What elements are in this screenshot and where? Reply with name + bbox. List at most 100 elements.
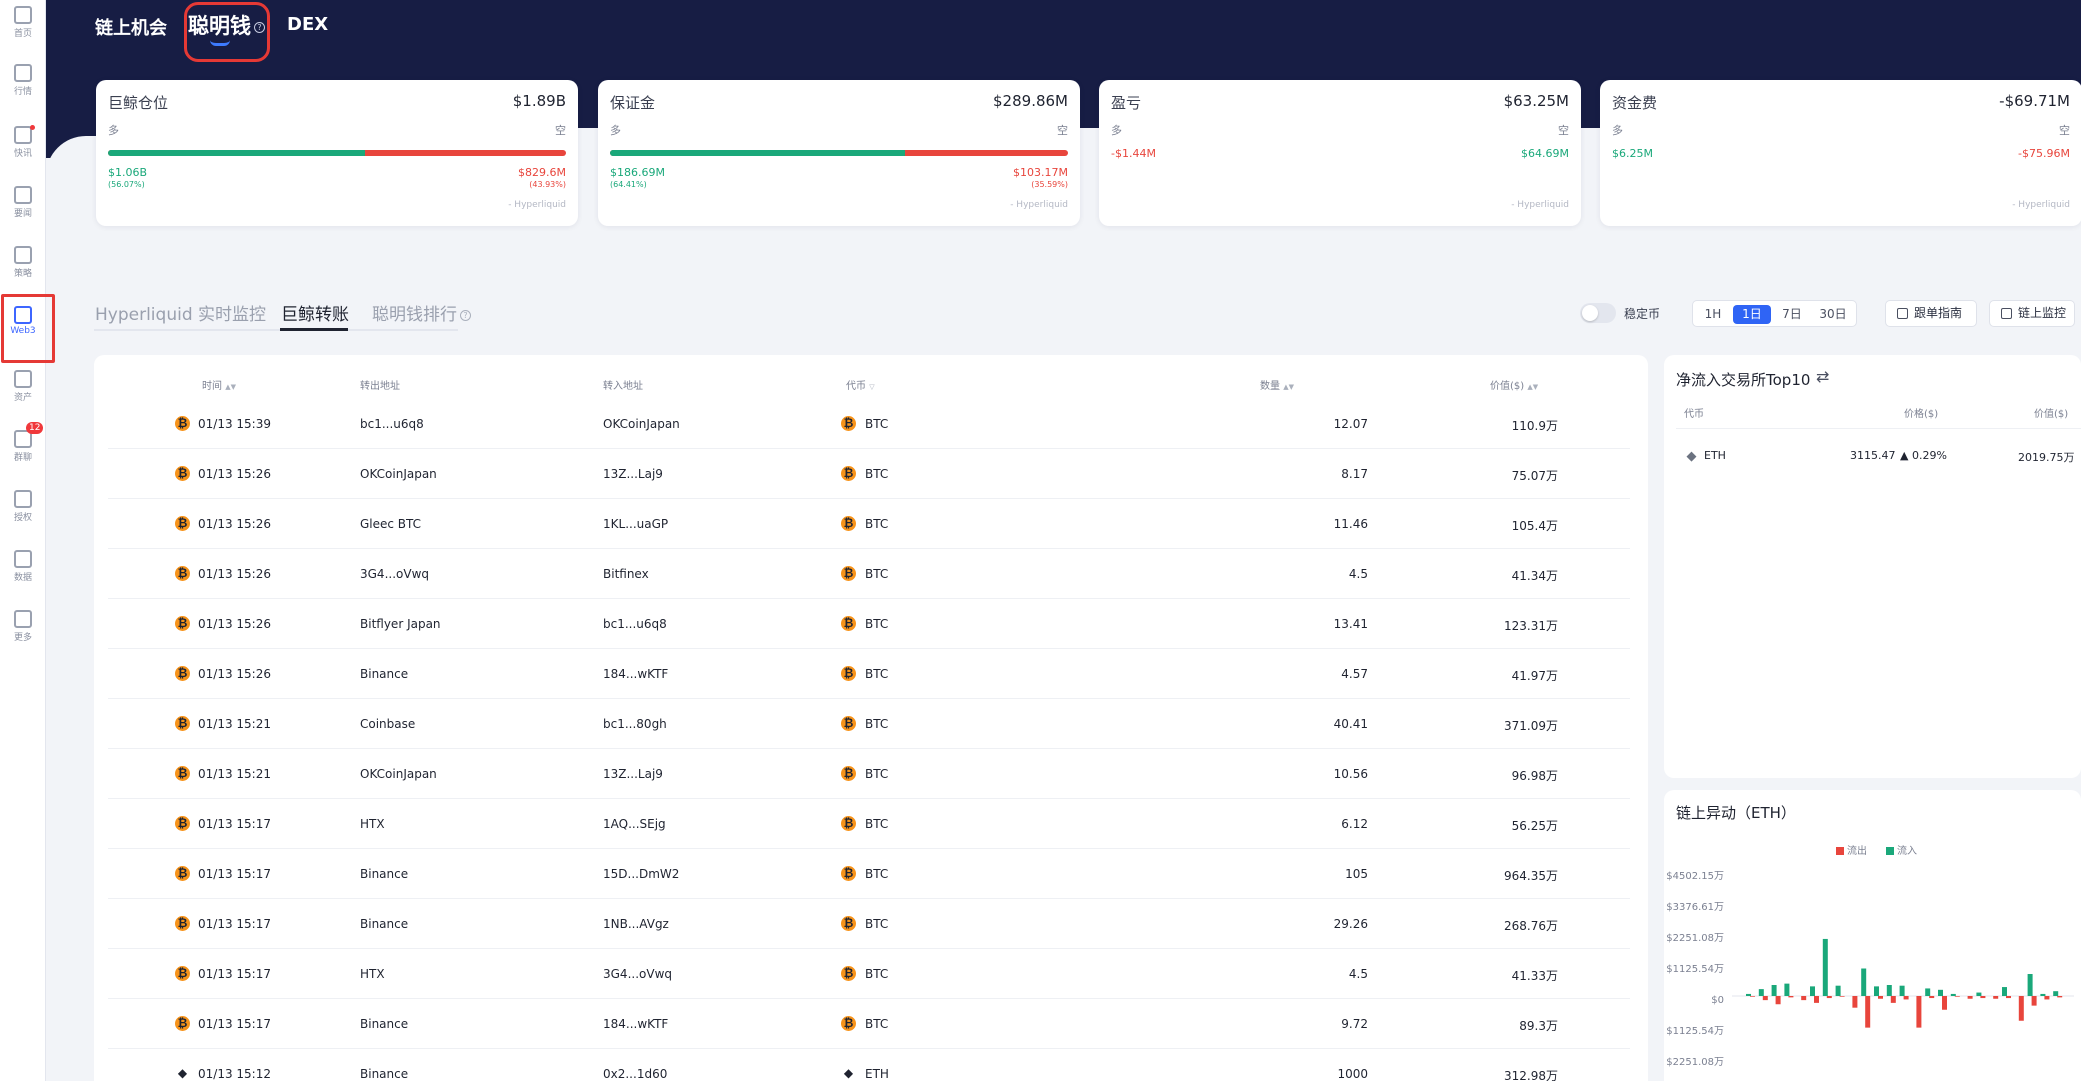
outflow-bar[interactable] xyxy=(1942,996,1947,1010)
inflow-bar[interactable] xyxy=(1758,989,1764,996)
period-7d[interactable]: 7日 xyxy=(1782,307,1802,321)
inflow-bar[interactable] xyxy=(1925,988,1931,996)
sidebar-item-6[interactable]: 资产 xyxy=(0,370,46,403)
inflow-bar[interactable] xyxy=(1771,985,1777,996)
subtab-smart-money-rank[interactable]: 聪明钱排行? xyxy=(372,300,471,325)
outflow-bar[interactable] xyxy=(1801,996,1807,1001)
table-row[interactable]: ₿ 01/13 15:26 3G4...oVwq Bitfinex ₿ BTC 4.5 41.… xyxy=(108,549,1630,599)
row-to-address[interactable]: 1AQ...SEjg xyxy=(603,817,666,831)
table-row[interactable]: ◆ 01/13 15:12 Binance 0x2...1d60 ◆ ETH 1000 312… xyxy=(108,1049,1630,1081)
outflow-bar[interactable] xyxy=(1954,996,1960,997)
help-icon[interactable]: ? xyxy=(460,309,471,321)
inflow-bar[interactable] xyxy=(1950,993,1956,996)
onchain-monitor-button[interactable]: 链上监控 xyxy=(1989,300,2075,327)
outflow-bar[interactable] xyxy=(1814,996,1819,1003)
follow-guide-button[interactable]: 跟单指南 xyxy=(1885,300,1977,327)
table-row[interactable]: ₿ 01/13 15:17 HTX 1AQ...SEjg ₿ BTC 6.12 56.25万 xyxy=(108,799,1630,849)
outflow-bar[interactable] xyxy=(2044,996,2050,1000)
row-from-address[interactable]: Binance xyxy=(360,867,409,881)
outflow-bar[interactable] xyxy=(2006,996,2011,999)
row-to-address[interactable]: 13Z...Laj9 xyxy=(603,767,663,781)
table-row[interactable]: ₿ 01/13 15:26 Bitflyer Japan bc1...u6q8 ₿ BTC… xyxy=(108,599,1630,649)
outflow-bar[interactable] xyxy=(1865,996,1871,1028)
table-row[interactable]: ₿ 01/13 15:21 Coinbase bc1...80gh ₿ BTC 40.41 3… xyxy=(108,699,1630,749)
outflow-bar[interactable] xyxy=(1903,996,1909,1000)
row-to-address[interactable]: 13Z...Laj9 xyxy=(603,467,663,481)
nav-tab-dex[interactable]: DEX xyxy=(287,14,329,35)
outflow-bar[interactable] xyxy=(1878,996,1883,999)
outflow-bar[interactable] xyxy=(1762,996,1768,1001)
sidebar-item-0[interactable]: 首页 xyxy=(0,6,46,39)
period-1h[interactable]: 1H xyxy=(1704,307,1722,321)
row-to-address[interactable]: 184...wKTF xyxy=(603,1017,669,1031)
outflow-bar[interactable] xyxy=(1967,996,1973,999)
inflow-bar[interactable] xyxy=(1746,993,1751,996)
sidebar-item-8[interactable]: 授权 xyxy=(0,490,46,523)
sidebar-item-9[interactable]: 数据 xyxy=(0,550,46,583)
inflow-bar[interactable] xyxy=(1822,938,1828,996)
table-row[interactable]: ₿ 01/13 15:26 OKCoinJapan 13Z...Laj9 ₿ BTC 8.1… xyxy=(108,449,1630,499)
sidebar-item-5[interactable]: Web3 xyxy=(0,306,46,336)
inflow-bar[interactable] xyxy=(1861,968,1867,997)
inflow-bar[interactable] xyxy=(1938,989,1943,996)
outflow-bar[interactable] xyxy=(1929,996,1935,999)
row-from-address[interactable]: OKCoinJapan xyxy=(360,467,437,481)
sidebar-item-4[interactable]: 策略 xyxy=(0,246,46,279)
sidebar-item-3[interactable]: 要闻 xyxy=(0,186,46,219)
table-row[interactable]: ₿ 01/13 15:17 Binance 184...wKTF ₿ BTC 9.72 89.… xyxy=(108,999,1630,1049)
outflow-bar[interactable] xyxy=(1788,996,1794,998)
inflow-bar[interactable] xyxy=(2040,993,2046,996)
row-to-address[interactable]: 1NB...AVgz xyxy=(603,917,669,931)
row-to-address[interactable]: 3G4...oVwq xyxy=(603,967,672,981)
col-header-coin[interactable]: 代币 ▽ xyxy=(846,377,875,392)
table-row[interactable]: ₿ 01/13 15:17 Binance 1NB...AVgz ₿ BTC 29.26 26… xyxy=(108,899,1630,949)
row-from-address[interactable]: Binance xyxy=(360,667,409,681)
inflow-bar[interactable] xyxy=(1874,986,1879,996)
outflow-bar[interactable] xyxy=(1993,996,1999,999)
outflow-bar[interactable] xyxy=(1852,996,1858,1008)
nav-tab-onchain[interactable]: 链上机会 xyxy=(95,18,167,39)
col-header-time[interactable]: 时间 ▲▼ xyxy=(202,377,236,392)
row-to-address[interactable]: Bitfinex xyxy=(603,567,649,581)
row-to-address[interactable]: 184...wKTF xyxy=(603,667,669,681)
period-1d[interactable]: 1日 xyxy=(1733,305,1771,324)
outflow-bar[interactable] xyxy=(1839,996,1845,997)
outflow-bar[interactable] xyxy=(1750,996,1755,997)
help-icon[interactable]: ? xyxy=(254,21,265,33)
row-from-address[interactable]: Binance xyxy=(360,1067,409,1081)
subtab-whale-transfer[interactable]: 巨鲸转账 xyxy=(281,305,349,325)
table-row[interactable]: ₿ 01/13 15:39 bc1...u6q8 OKCoinJapan ₿ BTC 12.… xyxy=(108,399,1630,449)
col-header-value[interactable]: 价值($) ▲▼ xyxy=(1490,377,1538,392)
inflow-bar[interactable] xyxy=(1810,986,1815,996)
table-row[interactable]: ₿ 01/13 15:17 Binance 15D...DmW2 ₿ BTC 105 964.… xyxy=(108,849,1630,899)
table-row[interactable]: ₿ 01/13 15:26 Binance 184...wKTF ₿ BTC 4.57 41.… xyxy=(108,649,1630,699)
stablecoin-toggle[interactable] xyxy=(1580,303,1616,323)
row-from-address[interactable]: Bitflyer Japan xyxy=(360,617,441,631)
sidebar-item-2[interactable]: 快讯 xyxy=(0,125,46,159)
outflow-bar[interactable] xyxy=(2018,996,2024,1021)
subtab-hyperliquid[interactable]: Hyperliquid 实时监控 xyxy=(95,305,267,325)
row-from-address[interactable]: OKCoinJapan xyxy=(360,767,437,781)
row-to-address[interactable]: bc1...80gh xyxy=(603,717,667,731)
outflow-bar[interactable] xyxy=(2031,996,2037,1006)
sidebar-item-7[interactable]: 群聊 12 xyxy=(0,422,46,463)
period-30d[interactable]: 30日 xyxy=(1819,307,1847,321)
sidebar-item-1[interactable]: 行情 xyxy=(0,64,46,97)
outflow-bar[interactable] xyxy=(1775,996,1781,1005)
outflow-bar[interactable] xyxy=(1890,996,1896,1003)
row-from-address[interactable]: HTX xyxy=(360,967,385,981)
row-to-address[interactable]: 1KL...uaGP xyxy=(603,517,669,531)
outflow-bar[interactable] xyxy=(2057,996,2063,998)
nav-tab-smart-money[interactable]: 聪明钱? xyxy=(188,10,265,46)
inflow-bar[interactable] xyxy=(2002,987,2007,996)
row-from-address[interactable]: 3G4...oVwq xyxy=(360,567,429,581)
inflow-bar[interactable] xyxy=(2027,974,2033,996)
row-from-address[interactable]: Coinbase xyxy=(360,717,416,731)
inflow-bar[interactable] xyxy=(1976,992,1982,996)
row-to-address[interactable]: OKCoinJapan xyxy=(603,417,680,431)
row-to-address[interactable]: 0x2...1d60 xyxy=(603,1067,668,1081)
row-to-address[interactable]: 15D...DmW2 xyxy=(603,867,680,881)
outflow-bar[interactable] xyxy=(1916,996,1922,1028)
swap-icon[interactable]: ⇄ xyxy=(1816,367,1830,386)
table-row[interactable]: ₿ 01/13 15:21 OKCoinJapan 13Z...Laj9 ₿ BTC 10.… xyxy=(108,749,1630,799)
